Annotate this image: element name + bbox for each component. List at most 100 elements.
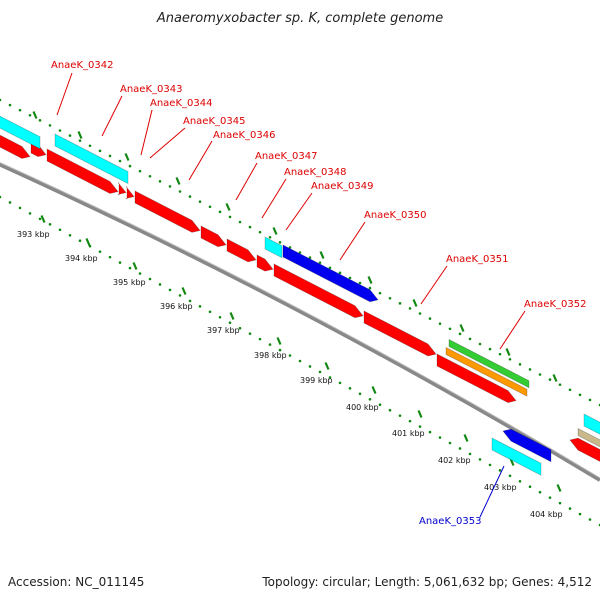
kbp-label: 395 kbp — [113, 278, 146, 287]
gene-label-leader — [56, 72, 73, 116]
inner-kbp-tick — [463, 434, 469, 442]
gene-label[interactable]: AnaeK_0343 — [120, 84, 182, 95]
gene-arrow-red — [436, 353, 517, 403]
gene-arrow-red — [116, 182, 127, 196]
outer-scale-dot — [398, 302, 402, 305]
inner-scale-dot — [48, 223, 52, 226]
inner-kbp-tick — [85, 238, 91, 246]
outer-kbp-tick — [175, 177, 181, 185]
inner-scale-dot — [538, 490, 542, 494]
genome-backbone-highlight — [0, 161, 600, 479]
outer-scale-dot — [238, 220, 242, 224]
inner-scale-dot — [508, 474, 512, 478]
outer-scale-dot — [368, 286, 372, 290]
gene-label[interactable]: AnaeK_0347 — [255, 151, 317, 162]
outer-scale-dot — [108, 154, 112, 158]
inner-scale-dot — [158, 283, 162, 286]
gene-arrow-red — [46, 148, 119, 194]
inner-scale-dot — [518, 479, 522, 483]
outer-scale-dot — [228, 215, 232, 219]
outer-scale-dot — [178, 190, 182, 193]
gene-arrow-red — [0, 134, 31, 159]
inner-scale-dot — [238, 326, 242, 330]
inner-scale-dot — [168, 288, 172, 292]
outer-scale-dot — [278, 241, 282, 244]
gene-label-leader — [188, 140, 213, 181]
gene-label[interactable]: AnaeK_0352 — [524, 299, 586, 310]
inner-scale-dot — [138, 272, 142, 275]
kbp-label: 402 kbp — [438, 456, 471, 465]
inner-scale-dot — [448, 441, 452, 445]
gene-label[interactable]: AnaeK_0344 — [150, 98, 212, 109]
inner-kbp-tick — [40, 215, 46, 223]
inner-scale-dot — [148, 277, 152, 281]
outer-scale-dot — [158, 180, 162, 183]
inner-scale-dot — [118, 261, 122, 264]
inner-scale-dot — [468, 452, 472, 456]
gene-block-green — [448, 338, 530, 389]
outer-scale-dot — [288, 246, 292, 249]
gene-arrow-red — [200, 225, 227, 248]
gene-block-cyan — [491, 437, 542, 476]
outer-scale-dot — [258, 230, 262, 234]
gene-label[interactable]: AnaeK_0350 — [364, 210, 426, 221]
outer-scale-dot — [458, 332, 462, 336]
gene-label[interactable]: AnaeK_0345 — [183, 116, 245, 127]
inner-scale-dot — [128, 266, 132, 270]
gene-arrow-red — [569, 437, 600, 462]
genome-summary-text: Topology: circular; Length: 5,061,632 bp… — [261, 575, 592, 589]
outer-scale-dot — [428, 317, 432, 320]
gene-arrow-red — [256, 254, 274, 272]
kbp-label: 403 kbp — [484, 483, 517, 492]
outer-kbp-tick — [505, 348, 511, 356]
inner-scale-dot — [18, 206, 22, 210]
kbp-labels: 393 kbp 394 kbp 395 kbp 396 kbp 397 kbp 398 k… — [17, 230, 563, 519]
outer-scale-dot — [308, 256, 312, 259]
inner-kbp-tick — [556, 484, 562, 492]
inner-scale-dot — [258, 337, 262, 341]
kbp-label: 396 kbp — [160, 302, 193, 311]
gene-block-cyan — [54, 133, 129, 185]
gene-label[interactable]: AnaeK_0349 — [311, 181, 373, 192]
gene-features — [0, 115, 600, 476]
outer-scale-dot — [88, 144, 92, 148]
gene-label-leader — [140, 109, 153, 156]
outer-scale-dot — [558, 383, 562, 386]
inner-scale-dot — [28, 212, 32, 215]
gene-label[interactable]: AnaeK_0353 — [419, 516, 481, 527]
inner-scale-dot — [338, 381, 342, 385]
outer-scale-dot — [8, 103, 12, 107]
gene-label[interactable]: AnaeK_0351 — [446, 254, 508, 265]
outer-kbp-tick — [412, 299, 418, 307]
inner-kbp-tick — [181, 287, 187, 295]
gene-label[interactable]: AnaeK_0346 — [213, 130, 275, 141]
inner-kbp-tick — [371, 386, 377, 394]
gene-label-leader — [479, 465, 505, 518]
gene-label[interactable]: AnaeK_0342 — [51, 60, 113, 71]
inner-scale-dot — [248, 332, 252, 335]
outer-scale-dot — [378, 291, 382, 295]
outer-scale-dot — [568, 388, 572, 392]
outer-scale-dot — [168, 185, 172, 188]
gene-arrow-blue — [282, 244, 379, 303]
outer-scale-dot — [408, 307, 412, 310]
outer-kbp-tick — [124, 153, 130, 161]
outer-scale-dot — [48, 124, 52, 127]
outer-scale-dot — [298, 251, 302, 254]
inner-scale-dot — [198, 305, 202, 308]
kbp-label: 393 kbp — [17, 230, 50, 239]
outer-scale-dot — [578, 393, 582, 397]
outer-scale-dot — [528, 368, 532, 371]
inner-scale-dot — [78, 239, 82, 243]
inner-scale-dot — [178, 294, 182, 297]
inner-scale-dot — [528, 485, 532, 489]
outer-scale-dot — [78, 139, 82, 142]
gene-label[interactable]: AnaeK_0348 — [284, 167, 346, 178]
outer-kbp-tick — [552, 374, 558, 382]
outer-scale-dot — [138, 169, 142, 173]
inner-scale-dot — [68, 233, 72, 237]
outer-scale-dot — [358, 281, 362, 285]
inner-scale-dot — [578, 512, 582, 516]
inner-scale-dot — [488, 463, 492, 467]
